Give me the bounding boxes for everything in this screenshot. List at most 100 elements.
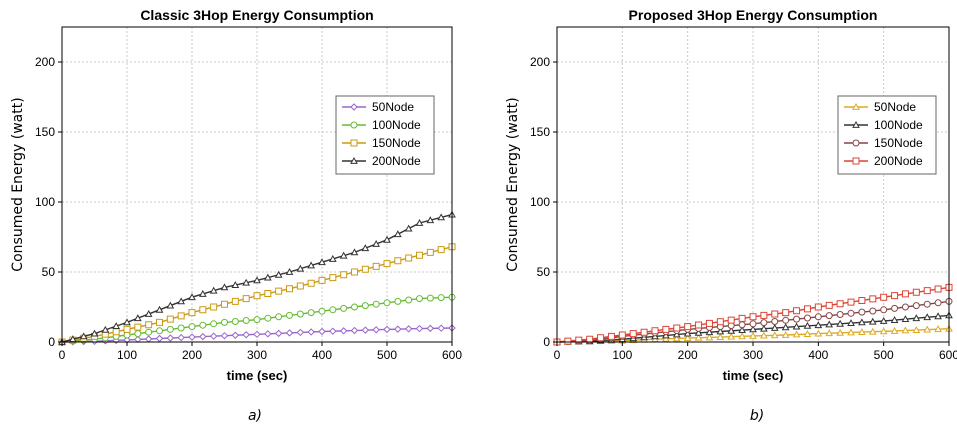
data-point [296,264,305,272]
data-point [166,301,175,309]
data-point [286,311,293,319]
data-point [199,321,207,329]
data-point [221,318,228,326]
data-point [836,310,844,318]
data-point [727,326,736,334]
data-point [781,323,790,331]
x-tick-label: 200 [182,348,202,362]
data-point [166,315,174,323]
data-point [253,292,261,300]
data-point [133,314,142,322]
data-point [923,313,932,321]
data-point [760,311,768,319]
data-point [770,323,779,331]
data-point [209,332,218,340]
data-point [814,313,822,321]
data-point [242,278,251,286]
y-axis-label: Consumed Energy (watt) [505,97,521,271]
data-point [101,325,110,333]
data-point [372,326,380,334]
data-point [329,306,337,314]
data-point [912,288,920,296]
data-point [934,299,942,307]
data-point [393,230,402,238]
data-point [868,327,877,335]
data-point [394,257,402,265]
data-point [738,326,746,333]
data-point [847,298,855,306]
data-point [242,295,250,303]
legend-marker [350,121,358,129]
data-point [825,301,833,309]
data-point [415,218,424,226]
data-point [879,327,888,335]
data-point [705,319,713,327]
data-point [760,319,768,327]
x-tick-label: 500 [874,348,894,362]
data-point [426,216,435,224]
data-point [416,295,423,303]
data-point [275,287,283,295]
data-point [694,328,703,336]
data-point [912,314,921,322]
data-point [923,300,931,308]
x-tick-label: 500 [377,348,397,362]
data-point [198,289,207,297]
data-point [123,325,131,333]
data-point [771,310,779,318]
legend-item: 100Node [342,118,421,132]
data-point [220,331,229,340]
data-point [618,331,626,339]
legend-item: 150Node [342,136,421,150]
figure-caption: b) [750,408,764,424]
data-point [209,286,218,294]
legend-marker [852,120,860,128]
y-axis-label: Consumed Energy (watt) [10,97,26,271]
data-point [263,273,272,281]
data-point [858,296,866,304]
x-tick-label: 400 [808,348,828,362]
legend-item: 100Node [844,118,923,132]
data-point [405,254,413,262]
x-tick-label: 200 [678,348,698,362]
data-point [253,316,261,324]
data-point [177,312,185,320]
legend-label: 150Node [372,136,421,150]
legend-marker [852,102,860,110]
data-point [426,248,434,256]
data-point [858,308,866,316]
x-tick-label: 600 [442,348,462,362]
y-tick-label: 200 [530,55,550,69]
data-point [694,333,703,341]
data-point [879,316,888,324]
data-point [350,326,359,335]
data-point [404,224,413,232]
legend-item: 200Node [844,154,923,168]
data-point [286,285,293,293]
data-point [597,334,605,342]
data-point [858,328,866,336]
data-point [792,330,801,338]
data-point [814,303,822,311]
data-point [156,318,163,326]
data-point [749,320,757,328]
legend-label: 150Node [874,136,923,150]
data-point [803,330,812,337]
data-point [79,332,88,340]
data-point [372,239,381,247]
data-point [437,213,446,221]
data-point [351,268,358,276]
data-point [847,319,855,326]
data-point [564,337,572,345]
data-point [912,326,921,333]
data-point [253,276,261,284]
data-point [155,334,164,343]
x-tick-label: 0 [59,348,66,362]
data-point [188,309,196,317]
legend-label: 100Node [874,118,923,132]
data-point [716,327,725,335]
data-point [825,320,834,328]
data-point [869,307,877,315]
data-point [394,325,402,333]
